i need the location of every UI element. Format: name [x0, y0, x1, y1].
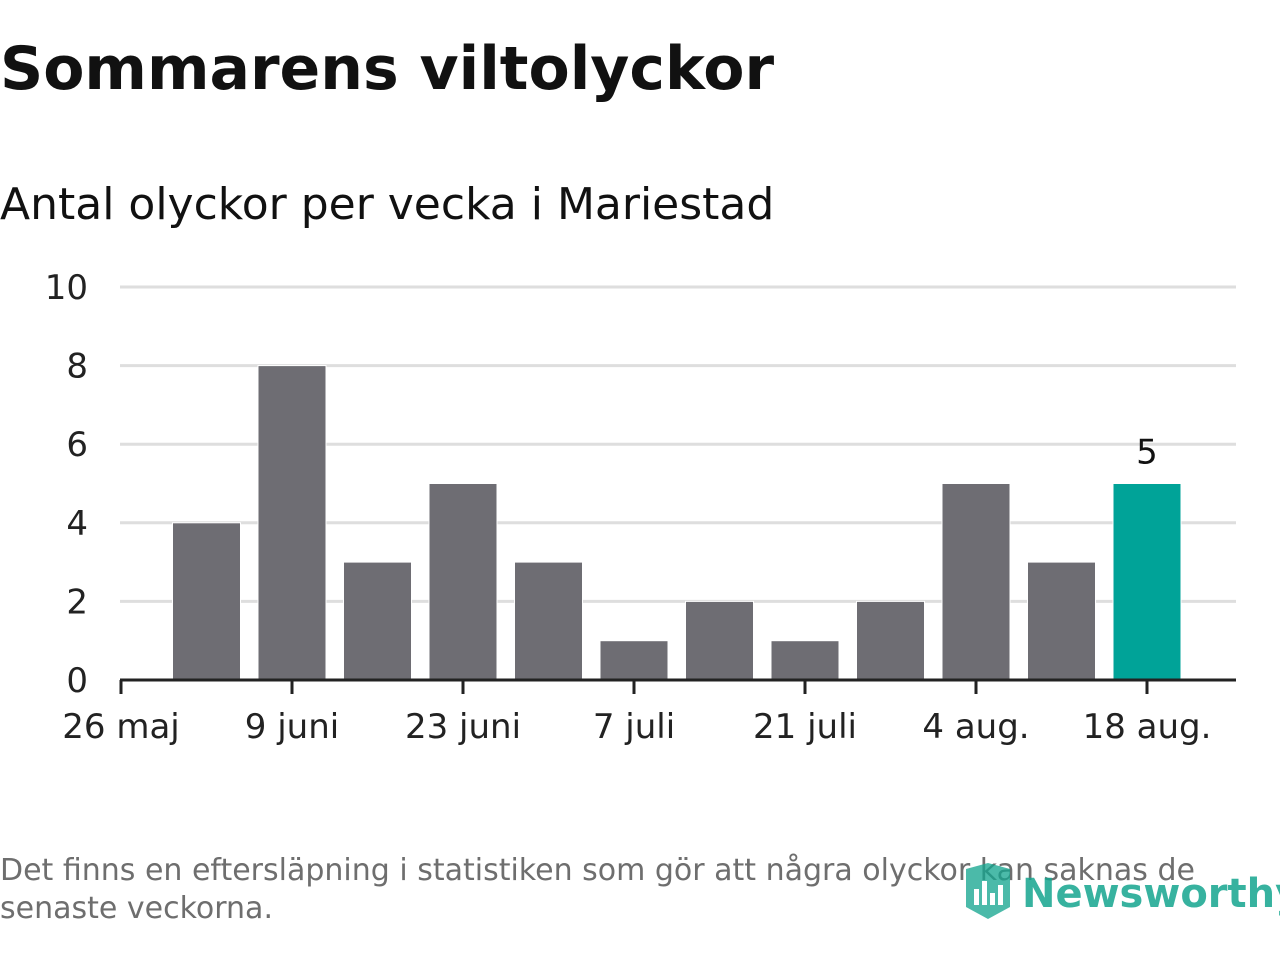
x-tick-label: 4 aug.: [922, 707, 1029, 747]
data-label: 5: [1136, 433, 1158, 473]
bar: [685, 600, 754, 681]
bar: [257, 365, 327, 681]
x-axis-ticks: 26 maj 9 juni 23 juni 7 juli 21 juli 4 aug. 18…: [62, 680, 1211, 747]
bar: [770, 640, 840, 681]
logo-text: Newsworthy: [1022, 871, 1280, 917]
x-tick-label: 26 maj: [62, 707, 179, 747]
x-tick-label: 9 juni: [245, 707, 339, 747]
x-tick-label: 21 juli: [753, 707, 857, 747]
x-tick-label: 23 juni: [405, 707, 521, 747]
bar-chart: 0 2 4 6 8 10 26 maj 9 juni 23 juni 7 juli 21 juli…: [45, 268, 1236, 747]
x-tick-label: 18 aug.: [1083, 707, 1212, 747]
y-tick-label: 0: [66, 661, 88, 701]
bar: [343, 561, 412, 681]
bar: [1027, 561, 1096, 681]
bar: [1112, 483, 1182, 681]
bar: [428, 483, 498, 681]
bar: [172, 522, 241, 681]
bar: [514, 561, 583, 681]
newsworthy-logo-icon: [966, 863, 1010, 919]
chart-subtitle: Antal olyckor per vecka i Mariestad: [0, 179, 775, 230]
data-labels: 5: [1136, 433, 1158, 473]
y-tick-label: 10: [45, 268, 88, 308]
bars: [172, 365, 1182, 681]
bar: [856, 600, 925, 681]
y-tick-label: 6: [66, 425, 88, 465]
bar: [941, 483, 1011, 681]
newsworthy-logo: Newsworthy: [962, 862, 1280, 926]
y-tick-label: 2: [66, 582, 88, 622]
x-tick-label: 7 juli: [593, 707, 675, 747]
y-tick-label: 8: [66, 347, 88, 387]
y-axis-ticks: 0 2 4 6 8 10: [45, 268, 88, 701]
y-tick-label: 4: [66, 504, 88, 544]
bar: [599, 640, 669, 681]
chart-title: Sommarens viltolyckor: [0, 34, 775, 104]
